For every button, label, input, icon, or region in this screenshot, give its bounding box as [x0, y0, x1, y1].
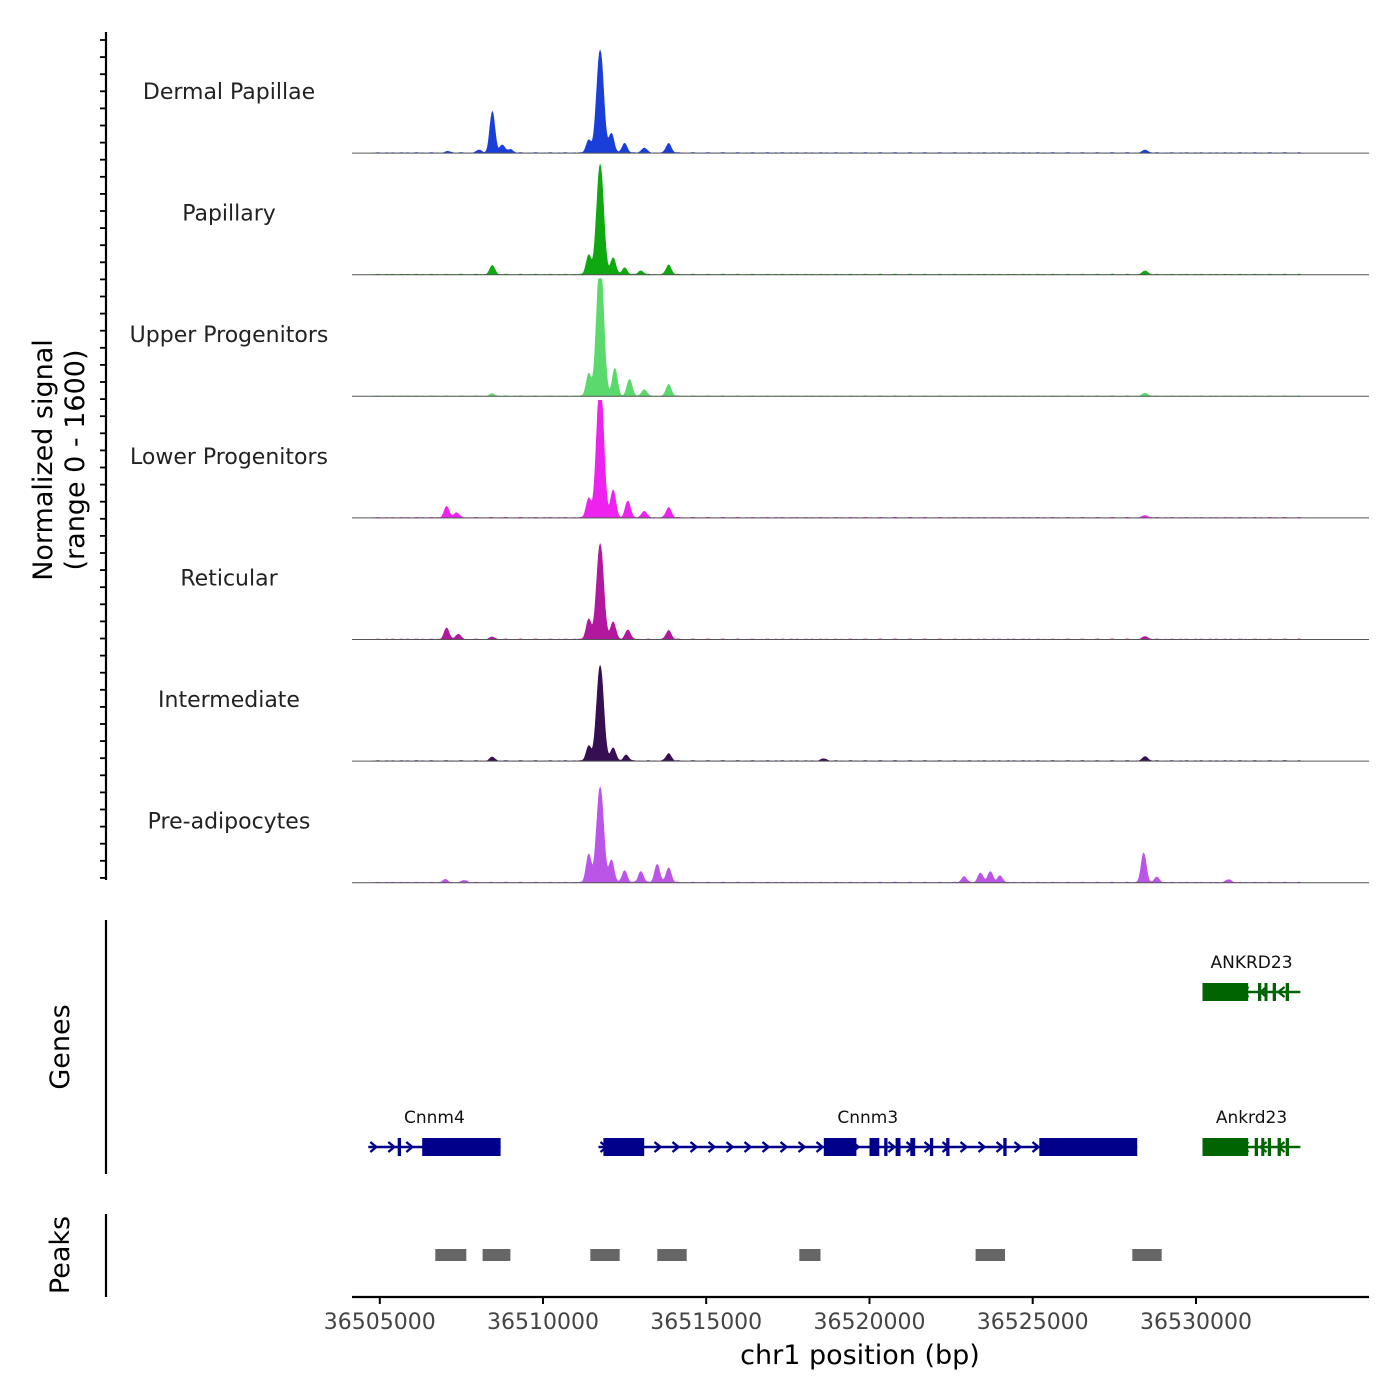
gene-exon	[929, 1138, 934, 1156]
strand-arrow	[959, 1141, 969, 1153]
gene-exon	[1202, 983, 1249, 1001]
gene-exon	[1202, 1138, 1249, 1156]
gene-exon	[1258, 983, 1262, 1001]
peak-region	[590, 1249, 620, 1261]
strand-arrow	[671, 1141, 681, 1153]
track-label: Lower Progenitors	[130, 445, 328, 470]
track-label: Pre-adipocytes	[148, 810, 311, 835]
strand-arrow	[405, 1141, 415, 1153]
x-tick-label: 36515000	[650, 1310, 762, 1335]
strand-arrow	[977, 1141, 987, 1153]
gene-label: Cnnm4	[404, 1108, 465, 1128]
gene-exon	[1264, 983, 1268, 1001]
coverage-area	[372, 163, 1301, 276]
gene-exon	[1285, 983, 1289, 1001]
strand-arrow	[797, 1141, 807, 1153]
strand-arrow	[653, 1141, 663, 1153]
gene-label: Cnnm3	[837, 1108, 898, 1128]
strand-arrow	[725, 1141, 735, 1153]
coverage-y-axis	[100, 32, 108, 880]
strand-arrow	[887, 1141, 897, 1153]
strand-arrow	[1276, 986, 1286, 998]
x-tick-label: 36510000	[487, 1310, 599, 1335]
strand-arrow	[369, 1141, 379, 1153]
coverage-area	[372, 278, 1301, 397]
gene-exon	[910, 1138, 916, 1156]
gene-exon	[884, 1138, 888, 1156]
peaks-track	[435, 1249, 1162, 1261]
coverage-area	[372, 664, 1301, 762]
gene-exon	[1277, 1138, 1281, 1156]
genes-y-label: Genes	[45, 1004, 76, 1089]
gene-label: ANKRD23	[1210, 953, 1292, 973]
gene-exon	[823, 1138, 857, 1156]
strand-arrow	[1031, 1141, 1041, 1153]
strand-arrow	[761, 1141, 771, 1153]
coverage-track: Dermal Papillae	[143, 49, 1369, 154]
coverage-track: Lower Progenitors	[130, 400, 1369, 519]
track-label: Upper Progenitors	[130, 323, 329, 348]
strand-arrow	[995, 1141, 1005, 1153]
track-label: Papillary	[182, 202, 276, 227]
track-label: Intermediate	[158, 688, 300, 713]
gene-label: Ankrd23	[1216, 1108, 1287, 1128]
strand-arrow	[387, 1141, 397, 1153]
coverage-track: Upper Progenitors	[130, 278, 1369, 397]
coverage-track: Pre-adipocytes	[148, 786, 1369, 884]
track-label: Reticular	[180, 566, 278, 591]
gene-exon	[1003, 1138, 1007, 1156]
gene-ankrd23: Ankrd23	[1202, 1108, 1301, 1156]
strand-arrow	[743, 1141, 753, 1153]
gene-cnnm3: Cnnm3	[598, 1108, 1138, 1156]
gene-exon	[869, 1138, 880, 1156]
peak-region	[975, 1249, 1005, 1261]
strand-arrow	[707, 1141, 717, 1153]
track-label: Dermal Papillae	[143, 80, 315, 105]
gene-exon	[1261, 1138, 1265, 1156]
peak-region	[1132, 1249, 1162, 1261]
genes-track: ANKRD23 Cnnm4 Cnnm3 Ankrd23	[368, 953, 1301, 1156]
coverage-area	[372, 49, 1301, 154]
strand-arrow	[815, 1141, 825, 1153]
gene-exon	[397, 1138, 401, 1156]
strand-arrow	[1013, 1141, 1023, 1153]
gene-exon	[422, 1138, 501, 1156]
gene-exon	[946, 1138, 950, 1156]
peak-region	[799, 1249, 821, 1261]
gene-cnnm4: Cnnm4	[368, 1108, 501, 1156]
peak-region	[657, 1249, 687, 1261]
coverage-tracks: Dermal Papillae Papillary Upper Progenitor…	[130, 49, 1369, 884]
gene-exon	[1285, 1138, 1289, 1156]
peak-region	[482, 1249, 511, 1261]
gene-exon	[1267, 1138, 1272, 1156]
coverage-y-ticks	[100, 39, 106, 879]
coverage-area	[372, 786, 1301, 884]
x-tick-label: 36520000	[814, 1310, 926, 1335]
strand-arrow	[779, 1141, 789, 1153]
peaks-y-label: Peaks	[45, 1216, 76, 1294]
gene-exon	[1272, 983, 1276, 1001]
gene-exon	[895, 1138, 901, 1156]
x-axis-ticks: 36505000 36510000 36515000 36520000 36525000…	[324, 1297, 1252, 1335]
strand-arrow	[689, 1141, 699, 1153]
coverage-track: Intermediate	[158, 664, 1369, 762]
coverage-area	[372, 400, 1301, 519]
coverage-y-label-line2: (range 0 - 1600)	[60, 350, 91, 571]
coverage-track: Reticular	[180, 542, 1369, 640]
gene-exon	[603, 1138, 645, 1156]
x-tick-label: 36525000	[977, 1310, 1089, 1335]
x-axis-title: chr1 position (bp)	[740, 1340, 980, 1371]
peak-region	[435, 1249, 467, 1261]
gene-ankrd23: ANKRD23	[1202, 953, 1301, 1001]
x-tick-label: 36530000	[1140, 1310, 1252, 1335]
gene-exon	[1254, 1138, 1258, 1156]
coverage-y-label-line1: Normalized signal	[28, 339, 59, 581]
gene-exon	[1039, 1138, 1138, 1156]
coverage-area	[372, 542, 1301, 640]
coverage-track: Papillary	[182, 163, 1369, 276]
x-tick-label: 36505000	[324, 1310, 436, 1335]
strand-arrow	[1258, 1141, 1268, 1153]
